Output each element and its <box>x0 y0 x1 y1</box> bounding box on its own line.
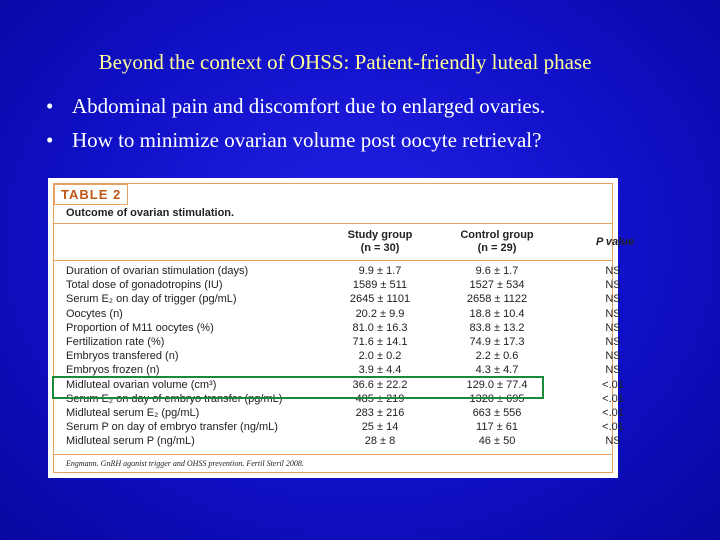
cell: 20.2 ± 9.9 <box>355 307 405 320</box>
column-header: (n = 30) <box>360 242 400 254</box>
rule <box>54 454 612 455</box>
row-label: Serum P on day of embryo transfer (ng/mL… <box>66 421 278 434</box>
rule <box>54 260 612 261</box>
cell: 36.6 ± 22.2 <box>352 378 408 391</box>
row-label: Fertilization rate (%) <box>66 336 165 348</box>
cell: NS <box>605 321 621 334</box>
cell: 2645 ± 1101 <box>349 293 411 306</box>
table-frame <box>53 183 613 473</box>
cell: 4.3 ± 4.7 <box>475 364 519 377</box>
cell: 1527 ± 534 <box>469 279 525 292</box>
rule <box>54 223 612 224</box>
table-footnote: Engmann. GnRH agonist trigger and OHSS p… <box>66 459 304 468</box>
cell: NS <box>605 265 621 277</box>
cell: 117 ± 61 <box>476 421 518 434</box>
cell: 283 ± 216 <box>355 407 405 419</box>
cell: 71.6 ± 14.1 <box>352 336 408 348</box>
cell: <.01 <box>602 407 624 419</box>
row-label: Proportion of M11 oocytes (%) <box>66 321 214 334</box>
cell: 2.2 ± 0.6 <box>475 350 519 363</box>
cell: 2.0 ± 0.2 <box>358 350 402 363</box>
bullet-text: Abdominal pain and discomfort due to enl… <box>72 94 546 118</box>
slide-title: Beyond the context of OHSS: Patient-frie… <box>98 50 592 74</box>
cell: <.01 <box>602 421 624 434</box>
row-label: Duration of ovarian stimulation (days) <box>66 265 249 277</box>
cell: 663 ± 556 <box>472 407 522 419</box>
cell: 9.6 ± 1.7 <box>475 265 519 277</box>
cell: NS <box>605 350 621 363</box>
cell: NS <box>605 279 621 292</box>
bullet: • Abdominal pain and discomfort due to en… <box>46 94 546 118</box>
bullet-text: How to minimize ovarian volume post oocy… <box>72 128 542 152</box>
cell: 9.9 ± 1.7 <box>358 265 402 277</box>
cell: 81.0 ± 16.3 <box>352 321 408 334</box>
cell: <.01 <box>602 392 624 405</box>
cell: 3.9 ± 4.4 <box>358 364 402 377</box>
cell: 83.8 ± 13.2 <box>469 321 525 334</box>
highlight-box <box>52 376 544 399</box>
cell: NS <box>605 307 621 320</box>
cell: 74.9 ± 17.3 <box>469 336 525 348</box>
table-caption: Outcome of ovarian stimulation. <box>66 207 235 219</box>
row-label: Midluteal ovarian volume (cm³) <box>66 378 217 391</box>
table-image: TABLE 2 Outcome of ovarian stimulation. … <box>48 178 634 478</box>
row-label: Embryos frozen (n) <box>66 364 160 377</box>
row-label: Midluteal serum E₂ (pg/mL) <box>66 407 200 419</box>
row-label: Embryos transfered (n) <box>66 350 179 363</box>
column-header: Study group <box>347 229 413 241</box>
bullet: • How to minimize ovarian volume post ooc… <box>46 128 542 152</box>
row-label: Total dose of gonadotropins (IU) <box>66 279 223 292</box>
cell: 25 ± 14 <box>361 421 399 434</box>
cell: 1589 ± 511 <box>352 279 408 292</box>
cell: 28 ± 8 <box>364 435 396 448</box>
cell: 18.8 ± 10.4 <box>469 307 525 320</box>
column-header: Control group <box>460 229 534 241</box>
table-label: TABLE 2 <box>54 184 129 205</box>
cell: 2658 ± 1122 <box>466 293 528 306</box>
column-header: (n = 29) <box>477 242 517 254</box>
cell: NS <box>605 435 621 448</box>
row-label: Serum E₂ on day of trigger (pg/mL) <box>66 293 237 306</box>
cell: NS <box>605 364 621 377</box>
cell: 46 ± 50 <box>478 435 516 448</box>
cell: <.01 <box>602 378 624 391</box>
row-label: Midluteal serum P (ng/mL) <box>66 435 195 448</box>
cell: 129.0 ± 77.4 <box>466 378 528 391</box>
cell: NS <box>605 293 621 306</box>
column-header: P value <box>595 236 635 248</box>
row-label: Oocytes (n) <box>66 307 123 320</box>
cell: NS <box>605 336 621 348</box>
